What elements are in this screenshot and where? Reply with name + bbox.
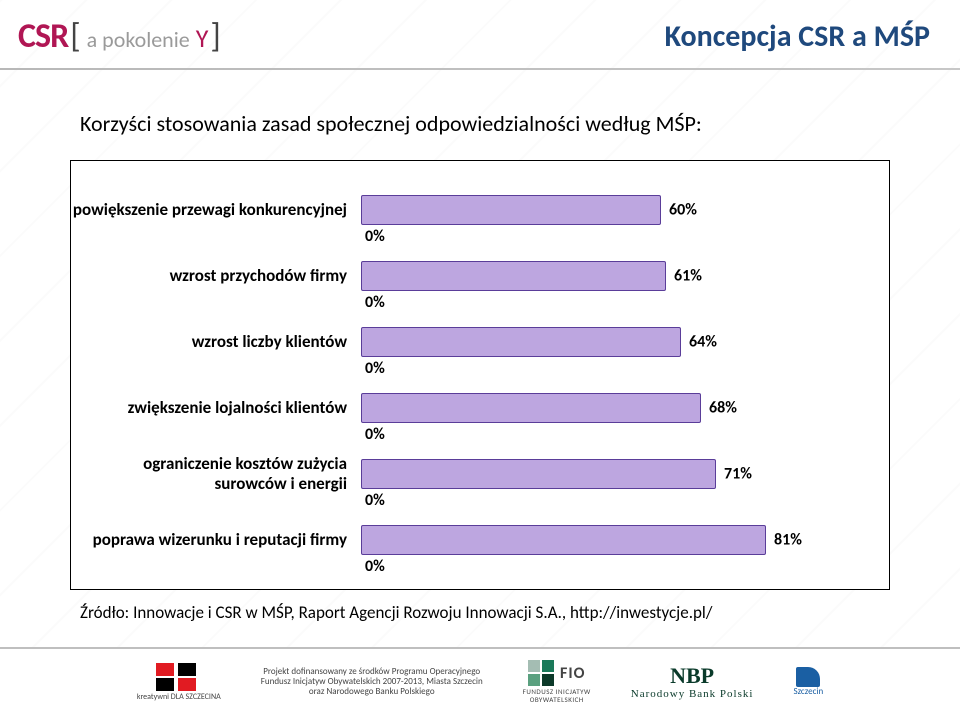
footer: kreatywni DLA SZCZECINA Projekt dofinans…: [0, 647, 960, 717]
logo-mid: a pokolenie: [83, 26, 194, 53]
chart-row: wzrost przychodów firmy0%61%: [71, 243, 889, 309]
nbp-logo: NBP: [670, 664, 714, 688]
program-line3: oraz Narodowego Banku Polskiego: [309, 687, 435, 697]
chart-bar-cell: 0%68%: [361, 375, 889, 441]
chart-value-label: 81%: [774, 531, 802, 550]
chart-bar: [361, 261, 666, 291]
sponsor-szczecin: Szczecin: [793, 667, 823, 697]
intro-text: Korzyści stosowania zasad społecznej odp…: [80, 110, 702, 137]
chart-row-label: ograniczenie kosztów zużycia surowców i …: [71, 454, 361, 493]
chart-bar-cell: 0%71%: [361, 441, 889, 507]
kreatywni-mark: [156, 663, 202, 691]
chart-bar-cell: 0%60%: [361, 177, 889, 243]
fio-label: FIO: [560, 665, 585, 683]
chart-row: poprawa wizerunku i reputacji firmy0% 81%: [71, 507, 889, 573]
sponsor-fio: FIO FUNDUSZ INICJATYW OBYWATELSKICH: [523, 660, 591, 703]
chart-row: powiększenie przewagi konkurencyjnej0%60…: [71, 177, 889, 243]
chart-value-label: 68%: [709, 399, 737, 418]
chart-value-label: 61%: [674, 267, 702, 286]
header: CSR [ a pokolenie Y ] Koncepcja CSR a MŚ…: [0, 0, 960, 72]
chart-row: ograniczenie kosztów zużycia surowców i …: [71, 441, 889, 507]
chart-row-label: wzrost liczby klientów: [71, 332, 361, 352]
page-title: Koncepcja CSR a MŚP: [665, 18, 930, 55]
logo-left-bracket: [: [70, 16, 80, 57]
chart-value-label: 60%: [669, 201, 697, 220]
chart-row-label: wzrost przychodów firmy: [71, 266, 361, 286]
chart-row-label: poprawa wizerunku i reputacji firmy: [71, 530, 361, 550]
chart-row: wzrost liczby klientów0%64%: [71, 309, 889, 375]
szczecin-label: Szczecin: [793, 687, 823, 697]
chart-bar: [361, 327, 681, 357]
logo-csr: CSR: [18, 16, 68, 57]
chart-value-label: 71%: [724, 465, 752, 484]
kreatywni-label: kreatywni DLA SZCZECINA: [137, 693, 221, 702]
chart-bar-cell: 0%64%: [361, 309, 889, 375]
fio-sub2: OBYWATELSKICH: [530, 696, 584, 704]
sponsor-nbp: NBP Narodowy Bank Polski: [631, 664, 754, 700]
chart-row: zwiększenie lojalności klientów0%68%: [71, 375, 889, 441]
chart-bar: [361, 459, 716, 489]
chart-bar-cell: 0%61%: [361, 243, 889, 309]
chart-bar: [361, 525, 766, 555]
nbp-full: Narodowy Bank Polski: [631, 688, 754, 700]
chart-bar: [361, 393, 701, 423]
logo-right-bracket: ]: [210, 16, 220, 57]
nbp-short: NBP: [670, 664, 714, 688]
chart-zero-label: 0%: [365, 557, 385, 576]
chart-value-label: 64%: [689, 333, 717, 352]
szczecin-mark: [796, 667, 820, 687]
source-citation: Źródło: Innowacje i CSR w MŚP, Raport Ag…: [80, 602, 712, 623]
sponsor-kreatywni: kreatywni DLA SZCZECINA: [137, 663, 221, 702]
logo-y: Y: [196, 22, 209, 54]
chart-row-label: powiększenie przewagi konkurencyjnej: [71, 200, 361, 220]
fio-mark: FIO: [528, 660, 585, 686]
chart-bar-cell: 0% 81%: [361, 507, 889, 573]
brand-logo: CSR [ a pokolenie Y ]: [18, 16, 221, 57]
chart-bar: [361, 195, 661, 225]
chart-row-label: zwiększenie lojalności klientów: [71, 398, 361, 418]
benefits-bar-chart: powiększenie przewagi konkurencyjnej0%60…: [70, 160, 890, 590]
sponsor-program-text: Projekt dofinansowany ze środków Program…: [261, 667, 483, 697]
